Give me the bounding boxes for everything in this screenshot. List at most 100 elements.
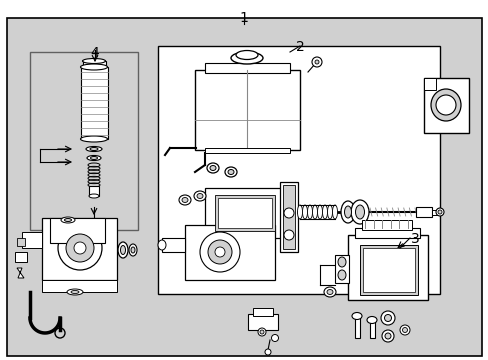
Ellipse shape: [129, 244, 137, 256]
Ellipse shape: [384, 333, 390, 339]
Bar: [42, 280, 117, 292]
Bar: [30, 52, 138, 230]
Circle shape: [284, 230, 293, 240]
Ellipse shape: [131, 247, 135, 253]
Ellipse shape: [435, 208, 443, 216]
Ellipse shape: [182, 198, 187, 202]
Ellipse shape: [224, 167, 237, 177]
Circle shape: [215, 247, 224, 257]
Bar: [184, 225, 274, 280]
Bar: [334, 255, 348, 283]
Bar: [15, 252, 27, 262]
Ellipse shape: [312, 205, 317, 219]
Ellipse shape: [71, 291, 79, 293]
Bar: [362, 248, 414, 292]
Text: 2: 2: [295, 40, 304, 54]
Bar: [431, 210, 439, 215]
Bar: [280, 182, 297, 252]
Text: 4: 4: [90, 46, 99, 60]
Ellipse shape: [324, 287, 335, 297]
Ellipse shape: [86, 147, 102, 152]
Circle shape: [74, 242, 86, 254]
Bar: [283, 185, 294, 249]
Ellipse shape: [317, 205, 322, 219]
Ellipse shape: [194, 191, 205, 201]
Bar: [361, 220, 411, 230]
Bar: [354, 316, 359, 338]
Ellipse shape: [209, 166, 216, 171]
Text: 3: 3: [410, 232, 419, 246]
Ellipse shape: [179, 195, 191, 205]
Circle shape: [435, 95, 455, 115]
Bar: [195, 70, 299, 150]
Ellipse shape: [264, 349, 270, 355]
Bar: [252, 308, 272, 316]
Ellipse shape: [271, 334, 278, 342]
Ellipse shape: [337, 270, 346, 280]
Text: 1: 1: [239, 11, 248, 25]
Bar: [218, 198, 271, 228]
Bar: [247, 314, 278, 330]
Bar: [162, 238, 184, 252]
Ellipse shape: [322, 205, 327, 219]
Bar: [81, 67, 108, 139]
Ellipse shape: [158, 240, 165, 250]
Bar: [423, 78, 435, 90]
Bar: [215, 195, 274, 231]
Bar: [354, 228, 419, 238]
Circle shape: [58, 226, 102, 270]
Circle shape: [284, 208, 293, 218]
Ellipse shape: [227, 170, 234, 175]
Bar: [83, 61, 106, 67]
Ellipse shape: [89, 194, 99, 198]
Bar: [415, 207, 431, 217]
Ellipse shape: [344, 206, 351, 218]
Ellipse shape: [381, 330, 393, 342]
Bar: [347, 235, 427, 300]
Ellipse shape: [332, 205, 337, 219]
Ellipse shape: [258, 328, 265, 336]
Ellipse shape: [118, 242, 128, 258]
Bar: [42, 218, 117, 280]
Ellipse shape: [61, 217, 75, 223]
Ellipse shape: [206, 163, 219, 173]
Polygon shape: [17, 268, 24, 278]
Ellipse shape: [90, 157, 97, 159]
Ellipse shape: [327, 205, 332, 219]
Ellipse shape: [197, 194, 203, 198]
Ellipse shape: [302, 205, 307, 219]
Circle shape: [66, 234, 94, 262]
Ellipse shape: [380, 311, 394, 325]
Ellipse shape: [307, 205, 312, 219]
Ellipse shape: [297, 205, 302, 219]
Ellipse shape: [402, 328, 407, 333]
Ellipse shape: [355, 205, 364, 219]
Circle shape: [207, 240, 231, 264]
Ellipse shape: [230, 52, 263, 64]
Ellipse shape: [384, 315, 391, 321]
Ellipse shape: [90, 148, 98, 150]
Ellipse shape: [366, 316, 376, 324]
Circle shape: [311, 57, 321, 67]
Bar: [204, 63, 289, 73]
Ellipse shape: [260, 330, 264, 334]
Ellipse shape: [87, 156, 101, 161]
Ellipse shape: [350, 200, 368, 224]
Bar: [204, 148, 289, 153]
Ellipse shape: [399, 325, 409, 335]
Ellipse shape: [120, 246, 125, 255]
Ellipse shape: [81, 64, 107, 70]
Bar: [423, 78, 468, 133]
Bar: [158, 46, 439, 294]
Bar: [89, 186, 99, 196]
Ellipse shape: [437, 210, 441, 214]
Ellipse shape: [81, 136, 107, 142]
Ellipse shape: [64, 219, 71, 221]
Ellipse shape: [340, 201, 354, 223]
Bar: [17, 238, 25, 246]
Ellipse shape: [82, 58, 105, 63]
Ellipse shape: [337, 257, 346, 267]
Bar: [22, 232, 42, 248]
Bar: [50, 218, 105, 243]
Bar: [204, 188, 285, 238]
